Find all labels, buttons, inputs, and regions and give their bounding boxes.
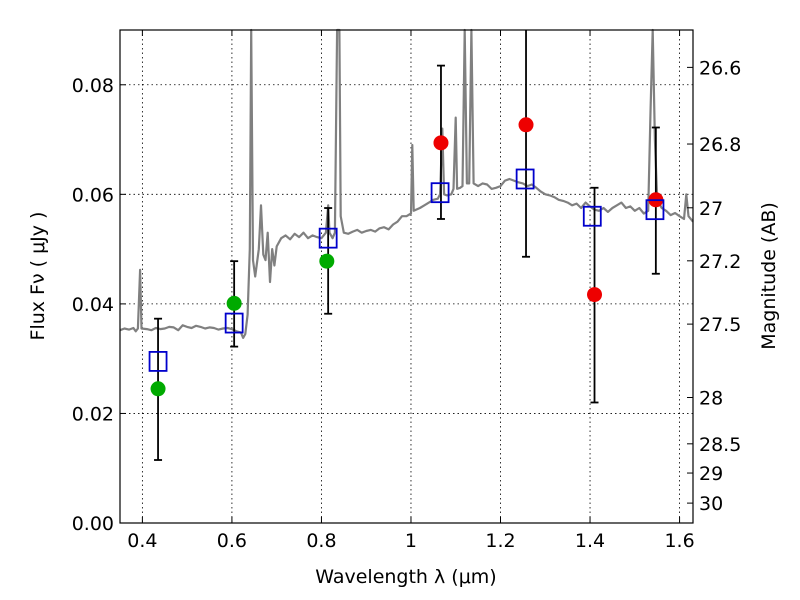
right-tick-label: 29 (699, 463, 723, 485)
grid-lines (120, 30, 693, 523)
observed-point-red (433, 135, 449, 151)
y-axis-ticks: 0.00 0.02 0.04 0.06 0.08 (72, 75, 126, 535)
x-tick-label: 0.8 (306, 530, 336, 552)
model-photometry-box (645, 199, 665, 221)
model-photometry-box (318, 227, 338, 249)
right-axis-ticks: 26.6 26.8 27 27.2 27.5 28 28.5 29 30 (687, 57, 741, 515)
model-spectrum (119, 28, 694, 339)
x-tick-label: 1.4 (575, 530, 605, 552)
x-tick-label: 1.2 (485, 530, 515, 552)
observed-point-green (319, 253, 335, 269)
model-photometry-box (430, 182, 450, 204)
observed-green-points (150, 253, 335, 397)
x-tick-label: 0.6 (217, 530, 247, 552)
y-tick-label: 0.02 (72, 403, 114, 425)
right-tick-label: 27.5 (699, 314, 741, 336)
observed-red-points (433, 117, 664, 303)
plot-area (119, 28, 694, 524)
model-photometry-box (224, 312, 244, 334)
y-tick-label: 0.06 (72, 184, 114, 206)
observed-point-green (150, 381, 166, 397)
y-tick-label: 0.00 (72, 513, 114, 535)
right-axis-title: Magnitude (AB) (758, 202, 780, 350)
observed-point-green (226, 295, 242, 311)
model-photometry-box (515, 168, 535, 190)
model-photometry-box (148, 351, 168, 372)
right-tick-label: 30 (699, 493, 723, 515)
y-tick-label: 0.08 (72, 75, 114, 97)
right-tick-label: 27 (699, 198, 723, 220)
y-tick-label: 0.04 (72, 294, 114, 316)
observed-point-red (587, 287, 603, 303)
x-tick-label: 1.6 (664, 530, 694, 552)
spectrum-line (119, 28, 694, 339)
right-tick-label: 28 (699, 388, 723, 410)
x-axis-ticks: 0.4 0.6 0.8 1 1.2 1.4 1.6 (127, 30, 695, 552)
plot-frame (119, 29, 694, 524)
right-tick-label: 26.8 (699, 134, 741, 156)
x-tick-label: 0.4 (127, 530, 157, 552)
x-axis-title: Wavelength λ (μm) (315, 566, 496, 588)
x-tick-label: 1 (405, 530, 417, 552)
observed-point-red (518, 117, 534, 133)
error-bars (154, 30, 660, 461)
model-photometry-boxes (148, 168, 665, 372)
right-tick-label: 28.5 (699, 434, 741, 456)
right-tick-label: 27.2 (699, 251, 741, 273)
y-axis-title: Flux Fν ( μJy ) (27, 212, 49, 341)
right-tick-label: 26.6 (699, 57, 741, 79)
model-photometry-box (582, 205, 602, 227)
